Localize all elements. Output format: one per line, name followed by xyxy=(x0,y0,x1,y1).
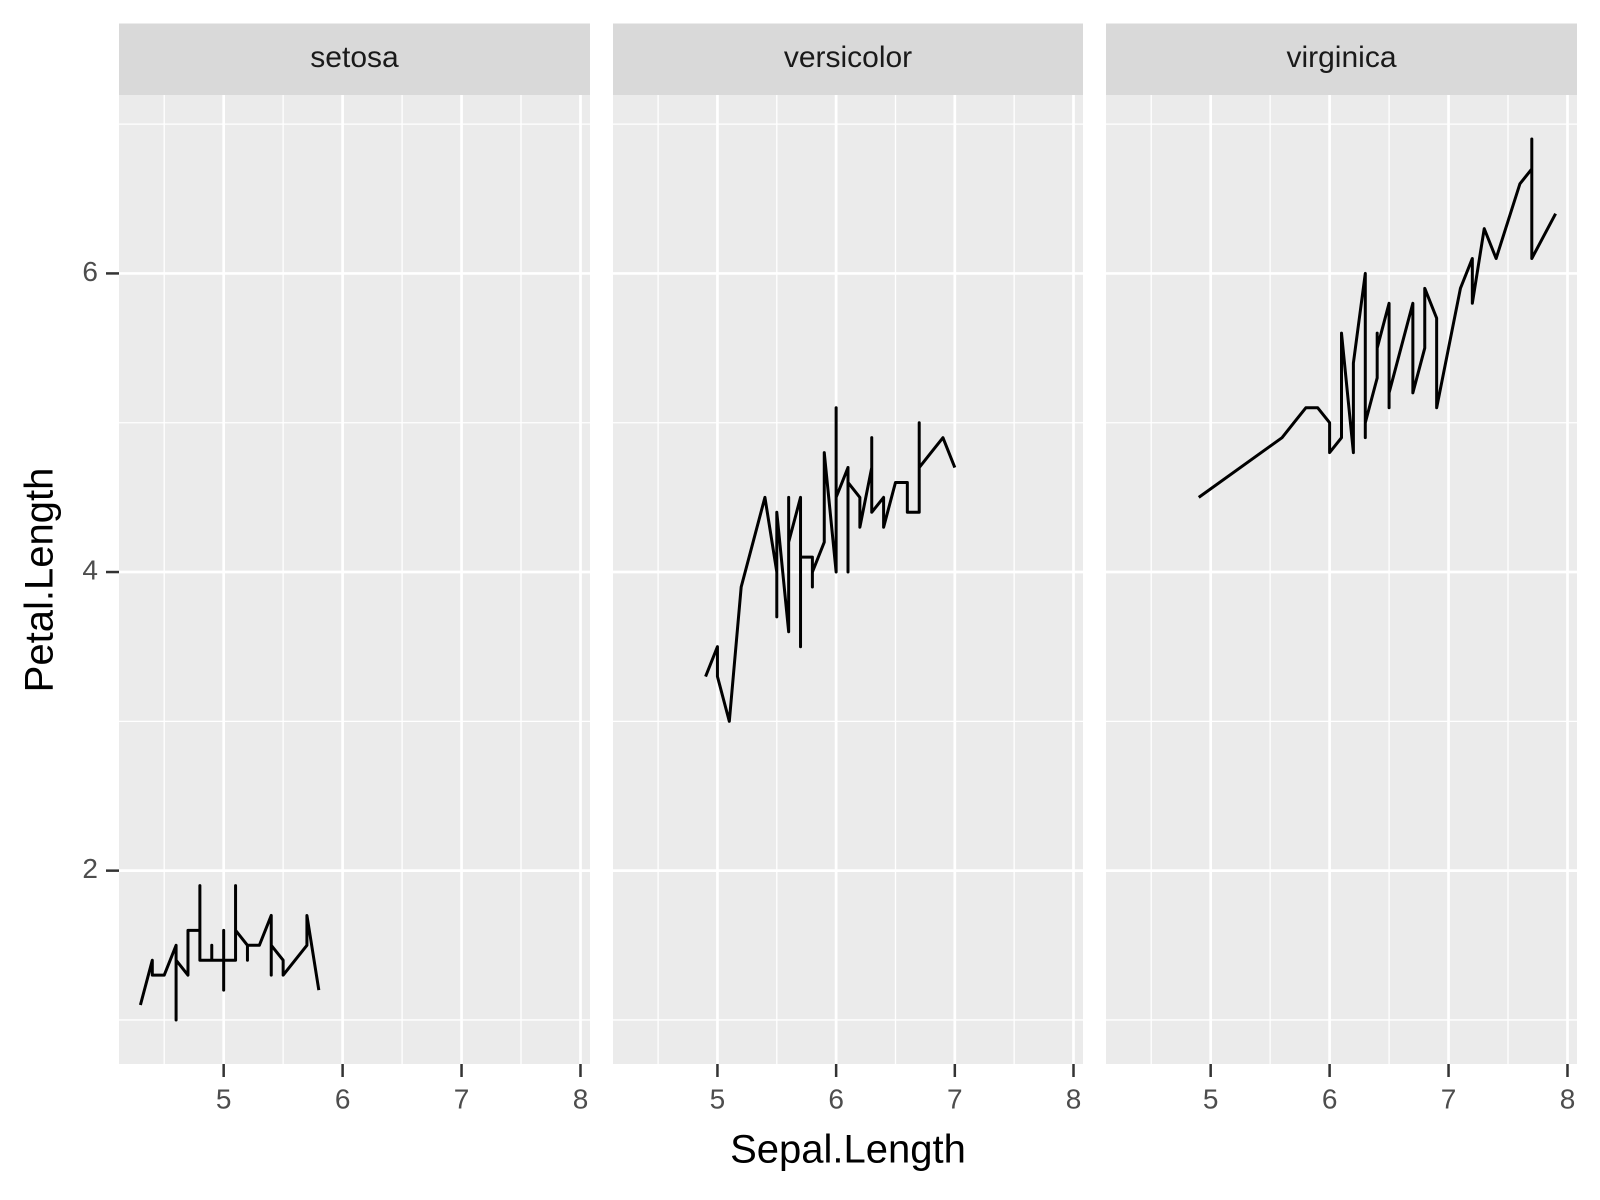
x-tick-label: 8 xyxy=(573,1083,589,1114)
data-line xyxy=(138,884,321,1022)
panel-background xyxy=(1106,95,1577,1064)
data-line xyxy=(1197,137,1557,499)
strip-label: virginica xyxy=(1286,41,1396,74)
x-tick-label: 5 xyxy=(216,1083,232,1114)
panel-background xyxy=(119,95,590,1064)
y-tick-label: 6 xyxy=(82,256,98,287)
data-line xyxy=(704,406,957,723)
x-tick-label: 7 xyxy=(454,1083,470,1114)
x-axis-title: Sepal.Length xyxy=(730,1128,966,1172)
x-tick-label: 8 xyxy=(1560,1083,1576,1114)
strip-label: setosa xyxy=(310,41,399,74)
y-axis-title: Petal.Length xyxy=(18,468,62,693)
x-tick-label: 6 xyxy=(828,1083,844,1114)
y-tick-label: 2 xyxy=(82,853,98,884)
y-tick-label: 4 xyxy=(82,554,98,585)
strip-background xyxy=(1106,23,1577,95)
x-tick-label: 7 xyxy=(947,1083,963,1114)
x-tick-label: 5 xyxy=(710,1083,726,1114)
x-tick-label: 5 xyxy=(1203,1083,1219,1114)
x-tick-label: 6 xyxy=(335,1083,351,1114)
strip-label: versicolor xyxy=(784,41,912,74)
strip-background xyxy=(119,23,590,95)
x-tick-label: 6 xyxy=(1322,1083,1338,1114)
x-tick-label: 7 xyxy=(1441,1083,1457,1114)
x-tick-label: 8 xyxy=(1066,1083,1082,1114)
panel-background xyxy=(613,95,1083,1064)
strip-background xyxy=(613,23,1083,95)
